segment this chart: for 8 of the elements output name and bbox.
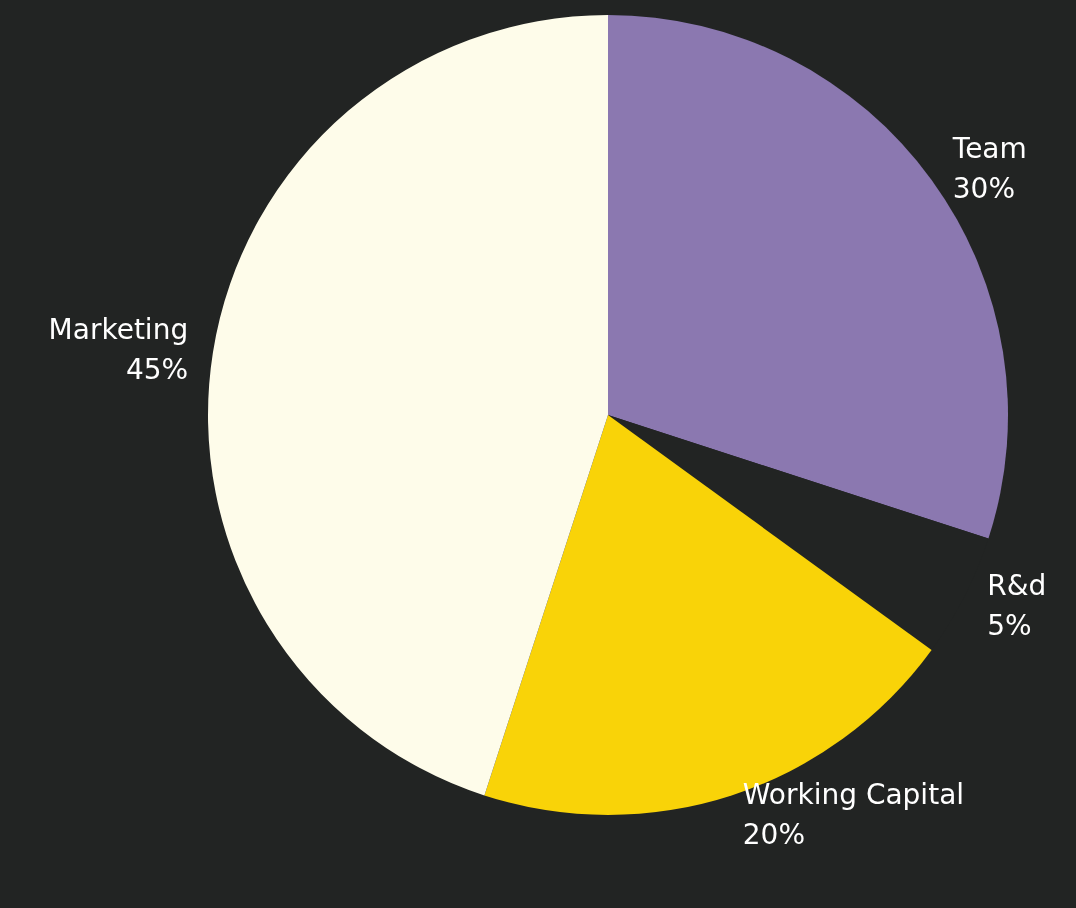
slice-label: Team xyxy=(951,131,1027,165)
slice-label: R&d xyxy=(987,569,1047,603)
data-label: 5% xyxy=(987,609,1032,643)
data-label: 20% xyxy=(742,817,806,851)
slice-label: Marketing xyxy=(48,312,189,346)
slice-label: Working Capital xyxy=(742,777,965,811)
data-label: 45% xyxy=(125,352,189,386)
data-label: 30% xyxy=(952,171,1016,205)
